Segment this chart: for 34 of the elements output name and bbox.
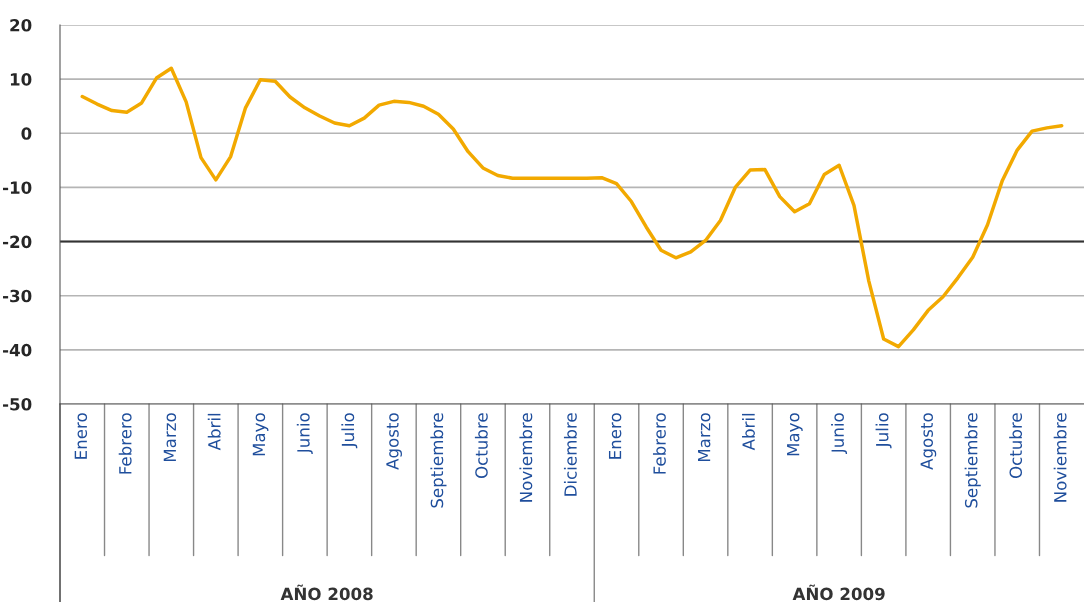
text: AÑO 2009 <box>792 584 885 601</box>
x-tick-label: Julio <box>341 413 358 449</box>
y-tick-label: 10 <box>10 73 32 86</box>
y-tick-label: 0 <box>21 127 32 140</box>
x-tick-label: Febrero <box>652 413 666 474</box>
x-tick-label: Marzo <box>698 413 711 462</box>
x-tick-label: Julio <box>875 413 892 449</box>
x-tick-label: Diciembre <box>563 413 577 496</box>
x-tick-label: Noviembre <box>519 413 533 502</box>
y-tick-label: -20 <box>3 235 32 249</box>
x-tick-label: Junio <box>296 413 313 455</box>
y-tick-label: -30 <box>3 289 32 303</box>
x-tick-label: Mayo <box>252 413 269 456</box>
y-tick-label: -50 <box>3 397 32 411</box>
x-tick-label: Marzo <box>163 413 177 462</box>
x-tick-label: Mayo <box>787 413 803 456</box>
x-tick-label: Octubre <box>1009 413 1023 479</box>
x-tick-label: Octubre <box>474 413 488 479</box>
line-series <box>80 66 1064 349</box>
x-tick-label: Junio <box>831 413 848 455</box>
x-tick-label: Noviembre <box>1053 413 1067 502</box>
x-tick-label: Agosto <box>386 413 402 470</box>
text: AÑO 2008 <box>280 584 373 601</box>
x-tick-label: Septiembre <box>430 413 447 508</box>
x-tick-label: Agosto <box>920 413 937 470</box>
x-tick-label: Enero <box>608 413 622 459</box>
x-tick-label: Septiembre <box>964 413 981 508</box>
x-tick-label: Enero <box>74 413 88 459</box>
x-tick-label: Abril <box>207 413 221 451</box>
x-tick-label: Abril <box>742 413 755 451</box>
y-tick-label: -40 <box>3 343 32 357</box>
y-tick-label: 20 <box>10 18 32 32</box>
x-tick-label: Febrero <box>118 413 132 474</box>
y-tick-label: -10 <box>3 181 32 194</box>
